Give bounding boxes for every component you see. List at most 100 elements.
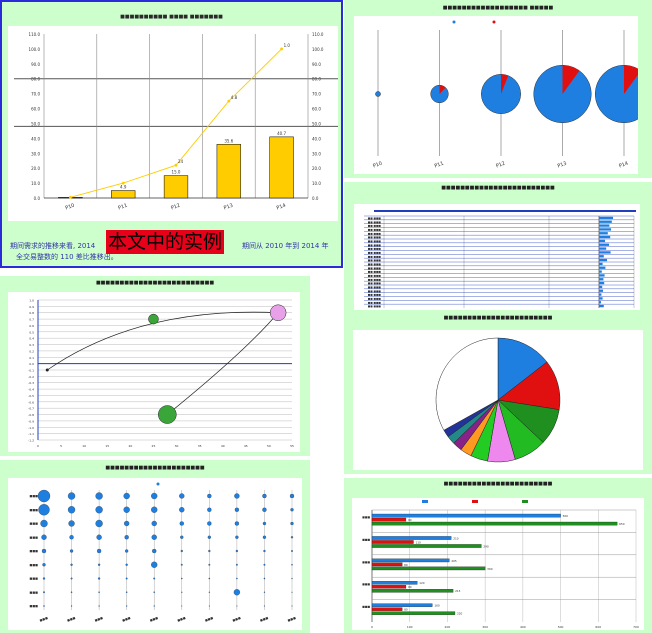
- y-tick-label: ■■■: [29, 494, 38, 498]
- bubble: [180, 536, 183, 539]
- bar: [599, 232, 608, 234]
- bubble: [236, 578, 237, 579]
- y-tick-label: 110.0: [29, 32, 41, 37]
- bubble: [152, 521, 157, 526]
- bubble: [96, 506, 103, 513]
- line-point: [280, 48, 283, 51]
- legend-marker: [472, 500, 478, 503]
- bubble: [154, 606, 155, 607]
- legend-marker: [453, 21, 456, 24]
- bar: [372, 536, 451, 539]
- panel-title: ■■■■■■■■■■ ■■■■ ■■■■■■■: [2, 14, 341, 20]
- x-tick-label: ■■■: [287, 616, 297, 623]
- bar-chart: 0.00.010.010.020.020.030.030.040.040.050…: [8, 26, 338, 221]
- row-label: ■■ ■■■: [368, 229, 382, 232]
- bubble: [151, 507, 157, 513]
- x-tick-label: 100: [407, 625, 413, 629]
- bubble: [264, 564, 266, 566]
- bubble: [125, 535, 129, 539]
- bubble: [262, 494, 266, 498]
- line-point: [69, 196, 72, 199]
- row-label: ■■ ■■■: [368, 232, 382, 235]
- bar: [372, 567, 485, 570]
- bubble: [209, 606, 210, 607]
- x-tick-label: P13: [557, 161, 568, 170]
- bubble: [39, 504, 50, 515]
- bubble: [124, 507, 130, 513]
- bubble: [375, 91, 380, 96]
- bubble: [207, 522, 211, 526]
- panel-title: ■■■■■■■■■■■■■■■■■■■■■■■■: [344, 185, 652, 191]
- y-tick-label: 0.9: [29, 305, 34, 309]
- x-tick-label: 5: [60, 444, 62, 448]
- bubble: [152, 535, 157, 540]
- y-tick-label: -1.2: [28, 439, 34, 443]
- x-tick-label: 500: [558, 625, 564, 629]
- bar: [372, 518, 406, 521]
- bubble: [181, 592, 182, 593]
- y-tick-label: ■■■: [29, 522, 38, 526]
- y2-tick-label: 110.0: [312, 32, 324, 37]
- bar: [599, 267, 605, 269]
- y-tick-label: -0.5: [28, 394, 34, 398]
- y-tick-label: 0.7: [29, 318, 34, 322]
- row-label: ■■ ■■■: [368, 301, 382, 304]
- x-tick-label: 35: [198, 444, 202, 448]
- y-tick-label: ■■■: [362, 537, 370, 541]
- x-tick-label: P10: [372, 161, 383, 170]
- bubble: [264, 578, 265, 579]
- row-label: ■■ ■■■: [368, 278, 382, 281]
- row-label: ■■ ■■■: [368, 244, 382, 247]
- bubble: [180, 522, 184, 526]
- bubble: [263, 522, 266, 525]
- bar: [599, 278, 603, 280]
- x-tick-label: 30: [175, 444, 179, 448]
- bar-data-label: 205: [451, 559, 457, 563]
- line-point: [227, 100, 230, 103]
- bubble: [291, 564, 292, 565]
- bubble: [292, 578, 293, 579]
- y-tick-label: 70.0: [31, 92, 40, 97]
- pie-chart: [353, 330, 643, 470]
- bar-data-label: 90: [408, 585, 412, 589]
- y-tick-label: 40.0: [31, 136, 40, 141]
- y-tick-label: ■■■: [29, 535, 38, 539]
- legend-marker: [493, 21, 496, 24]
- row-label: ■■ ■■■: [368, 275, 382, 278]
- y2-tick-label: 100.0: [312, 47, 324, 52]
- y-tick-label: ■■■: [362, 515, 370, 519]
- bubble: [154, 592, 155, 593]
- bar: [270, 137, 294, 198]
- x-tick-label: 0: [37, 444, 39, 448]
- x-tick-label: ■■■: [67, 616, 77, 623]
- bar-data-label: 290: [483, 544, 489, 548]
- x-tick-label: ■■■: [122, 616, 132, 623]
- y-tick-label: -0.2: [28, 375, 34, 379]
- bubble: [236, 606, 237, 607]
- y2-tick-label: 10.0: [312, 181, 321, 186]
- y-tick-label: 30.0: [31, 151, 40, 156]
- bar: [372, 540, 413, 543]
- y-tick-label: ■■■: [362, 582, 370, 586]
- bubble: [209, 564, 211, 566]
- y-tick-label: ■■■: [29, 549, 38, 553]
- chart-panel-hbars: ■■■■■■■■■■■■■■■■■■■■■■■■ ■■ ■■■■■ ■■■■■ …: [344, 182, 652, 314]
- row-label: ■■ ■■■: [368, 225, 382, 228]
- line-data-label: 24: [178, 159, 184, 164]
- row-label: ■■ ■■■: [368, 282, 382, 285]
- bubble: [152, 549, 156, 553]
- line-data-label: 4.8: [231, 95, 238, 100]
- y-tick-label: ■■■: [29, 590, 38, 594]
- row-label: ■■ ■■■: [368, 217, 382, 220]
- y-tick-label: 0.8: [29, 311, 34, 315]
- chart-panel-pie: ■■■■■■■■■■■■■■■■■■■■■■■: [344, 312, 652, 474]
- bar: [599, 224, 609, 226]
- bar: [372, 589, 453, 592]
- y-tick-label: 50.0: [31, 121, 40, 126]
- y-tick-label: 0.5: [29, 330, 34, 334]
- y-tick-label: ■■■: [29, 563, 38, 567]
- bar-data-label: 500: [563, 514, 569, 518]
- row-label: ■■ ■■■: [368, 267, 382, 270]
- line-point: [122, 182, 125, 185]
- y-tick-label: ■■■: [29, 604, 38, 608]
